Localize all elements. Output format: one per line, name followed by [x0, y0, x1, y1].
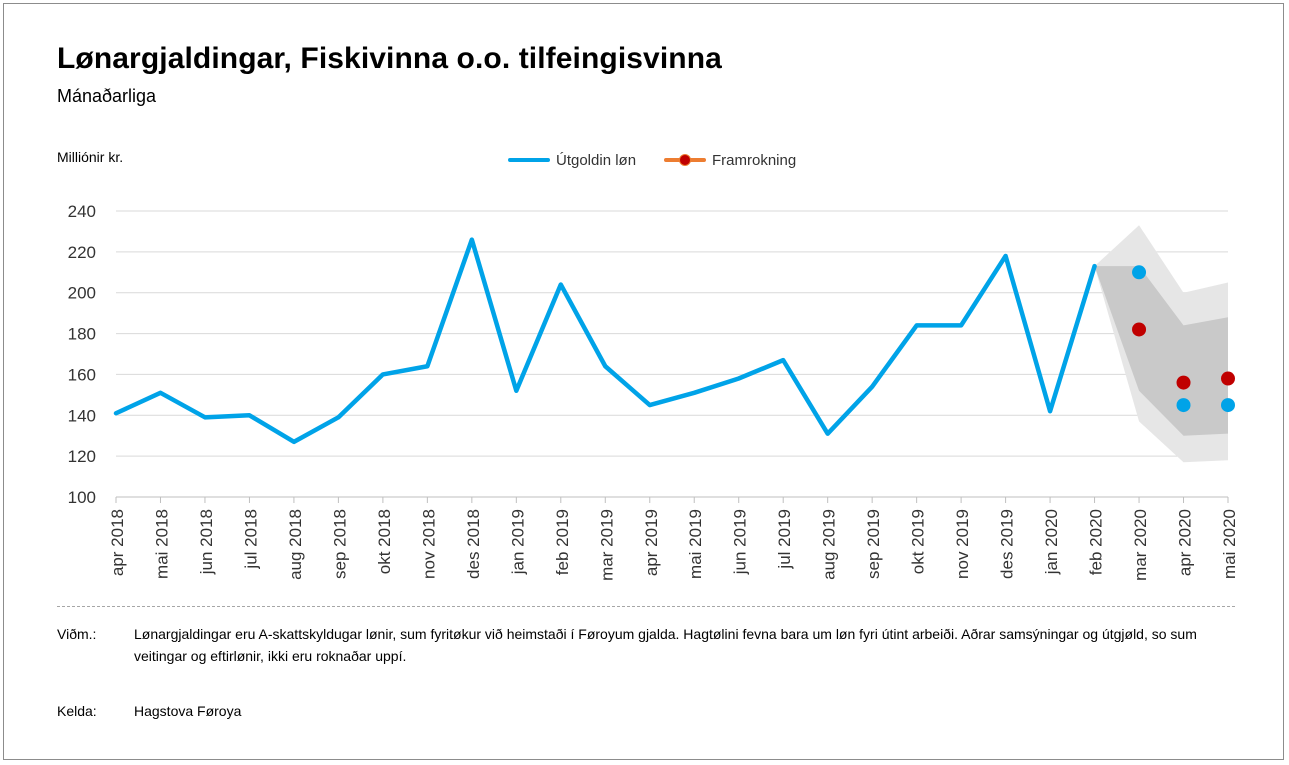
- x-tick-label: apr 2019: [642, 509, 661, 576]
- y-axis-unit-label: Milliónir kr.: [57, 149, 124, 165]
- y-tick-label-140: 140: [68, 406, 96, 425]
- remark-label: Viðm.:: [57, 626, 97, 642]
- y-tick-label-180: 180: [68, 325, 96, 344]
- x-tick-label: jul 2019: [775, 509, 794, 570]
- x-tick-label: jun 2018: [197, 509, 216, 575]
- y-tick-label-200: 200: [68, 284, 96, 303]
- forecast-bands: [1094, 225, 1228, 463]
- legend-item-forecast: Framrokning: [664, 150, 796, 170]
- x-tick-label: nov 2018: [419, 509, 438, 579]
- x-tick-label: sep 2018: [330, 509, 349, 579]
- source-label: Kelda:: [57, 703, 97, 719]
- x-tick-label: mar 2019: [597, 509, 616, 581]
- x-tick-label: jun 2019: [731, 509, 750, 575]
- x-tick-label: okt 2018: [375, 509, 394, 574]
- y-tick-labels: 100 120 140 160 180 200 220 240: [68, 202, 96, 507]
- gridlines: [116, 210, 1228, 457]
- chart-title: Lønargjaldingar, Fiskivinna o.o. tilfein…: [57, 42, 722, 75]
- legend-swatch-forecast: [664, 150, 706, 170]
- x-tick-label: feb 2020: [1087, 509, 1106, 575]
- x-tick-label: mai 2018: [152, 509, 171, 579]
- legend-item-actual: Útgoldin løn: [508, 150, 636, 170]
- y-tick-label-160: 160: [68, 365, 96, 384]
- y-tick-label-100: 100: [68, 488, 96, 507]
- x-tick-label: des 2019: [998, 509, 1017, 579]
- forecast-band-inner: [1094, 266, 1228, 436]
- actual-point: [1176, 398, 1191, 413]
- forecast-point: [1132, 322, 1147, 337]
- axes: [115, 496, 1229, 503]
- x-tick-label: des 2018: [464, 509, 483, 579]
- legend-label-forecast: Framrokning: [712, 151, 797, 169]
- x-tick-label: aug 2019: [820, 509, 839, 580]
- chart-frame: [3, 3, 1284, 760]
- y-tick-label-240: 240: [68, 202, 96, 221]
- x-tick-label: feb 2019: [553, 509, 572, 575]
- x-tick-label: apr 2020: [1176, 509, 1195, 576]
- legend-label-actual: Útgoldin løn: [556, 151, 637, 169]
- x-tick-label: mai 2020: [1220, 509, 1239, 579]
- x-tick-label: aug 2018: [286, 509, 305, 580]
- x-tick-label: okt 2019: [909, 509, 928, 574]
- x-tick-label: jan 2019: [508, 509, 527, 575]
- chart-subtitle: Mánaðarliga: [57, 86, 157, 106]
- x-tick-label: sep 2019: [864, 509, 883, 579]
- actual-point: [1221, 398, 1235, 413]
- legend-swatch-actual: [508, 150, 550, 170]
- x-tick-label: mai 2019: [686, 509, 705, 579]
- data-points: [1132, 265, 1235, 413]
- y-tick-label-220: 220: [68, 243, 96, 262]
- source-text: Hagstova Føroya: [134, 703, 242, 719]
- remark-text: Lønargjaldingar eru A-skattskyldugar løn…: [134, 626, 1197, 664]
- y-tick-label-120: 120: [68, 447, 96, 466]
- x-tick-label: apr 2018: [108, 509, 127, 576]
- notes-divider: [57, 606, 1235, 607]
- series-line-actual: [113, 237, 1097, 445]
- x-tick-label: nov 2019: [953, 509, 972, 579]
- x-tick-label: mar 2020: [1131, 509, 1150, 581]
- actual-point: [1132, 265, 1147, 280]
- forecast-point: [1176, 375, 1191, 390]
- x-tick-label: jan 2020: [1042, 509, 1061, 575]
- forecast-point: [1221, 371, 1235, 386]
- x-tick-labels: apr 2018 mai 2018 jun 2018 jul 2018 aug 2018…: [108, 509, 1239, 581]
- series-lines: [113, 237, 1097, 445]
- x-tick-label: jul 2018: [241, 509, 260, 570]
